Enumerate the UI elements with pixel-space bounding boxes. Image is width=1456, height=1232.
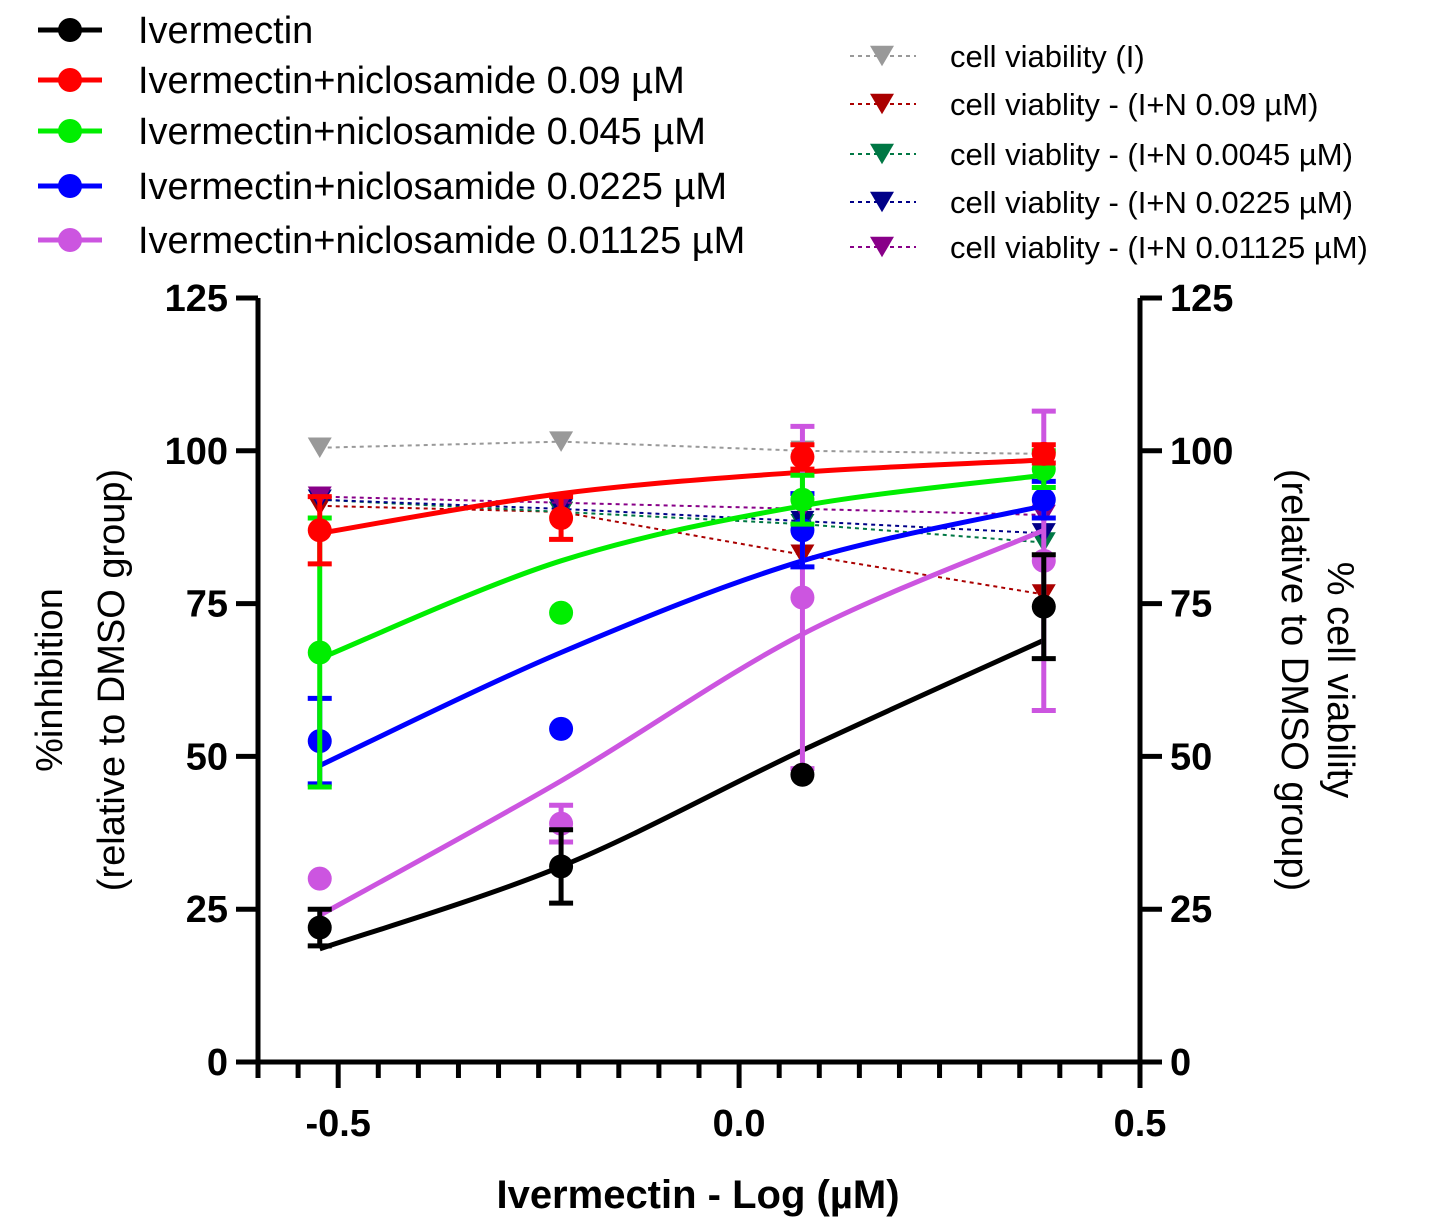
data-point-1 [549,506,574,531]
legend-v-label-0: cell viability (I) [950,39,1145,74]
data-point-2 [790,487,815,512]
fit-curve-1 [319,457,1044,536]
legend-v-marker-3 [870,191,894,213]
legend-v-marker-2 [870,143,894,165]
data-point-2 [307,640,332,665]
y-tick-label: 75 [186,584,228,626]
data-point-0 [549,854,574,879]
legend-inhibition: Ivermectin Ivermectin+niclosamide 0.09 µM… [38,10,745,262]
y-axis-title: %inhibition [29,588,71,772]
legend-v-marker-4 [870,236,894,258]
data-point-3 [549,716,574,741]
axes: 0 0 25 25 50 50 75 75 100 100 125 125 -0.5 0.0 0.5 [165,278,1234,1145]
legend-label-1: Ivermectin+niclosamide 0.09 µM [138,60,685,102]
data-point-0 [790,762,815,787]
y2-tick-label: 50 [1170,736,1212,778]
viability-point-0 [307,437,332,458]
x-tick-label: 0.5 [1114,1103,1167,1145]
data-point-0 [1031,594,1056,619]
y2-tick-label: 0 [1170,1042,1191,1084]
x-tick-label: -0.5 [305,1103,370,1145]
viability-line-1 [319,504,1044,596]
legend-v-label-2: cell viablity - (I+N 0.0045 µM) [950,137,1353,172]
legend-viability: cell viability (I) cell viablity - (I+N 0… [850,39,1368,265]
y2-axis-title: % cell viability [1319,562,1361,799]
y2-tick-label: 75 [1170,584,1212,626]
fit-curve-3 [318,503,1045,768]
data-point-1 [790,444,815,469]
y-tick-label: 125 [165,278,228,320]
y2-tick-label: 125 [1170,278,1233,320]
legend-v-marker-1 [870,93,894,115]
data-point-1 [1031,441,1056,466]
y-tick-label: 50 [186,736,228,778]
viability-line-3 [319,498,1044,535]
data-point-4 [307,866,332,891]
y-axis-subtitle: (relative to DMSO group) [91,469,133,891]
legend-v-marker-0 [870,45,894,67]
y-tick-label: 25 [186,889,228,931]
fit-curve-0 [318,637,1045,952]
legend-label-0: Ivermectin [138,10,313,52]
legend-v-label-1: cell viablity - (I+N 0.09 µM) [950,87,1318,122]
legend-marker-4 [58,228,82,252]
data-point-2 [549,600,574,625]
legend-label-3: Ivermectin+niclosamide 0.0225 µM [138,166,727,208]
data-point-3 [1031,487,1056,512]
y2-tick-label: 100 [1170,431,1233,473]
legend-label-2: Ivermectin+niclosamide 0.045 µM [138,111,706,153]
viability-point-0 [549,431,574,452]
viability-line-0 [319,440,1044,455]
y-tick-label: 0 [207,1042,228,1084]
legend-v-label-3: cell viablity - (I+N 0.0225 µM) [950,185,1353,220]
data-point-1 [307,518,332,543]
legend-v-label-4: cell viablity - (I+N 0.01125 µM) [950,230,1368,265]
data-point-0 [307,915,332,940]
fit-curve-2 [318,472,1045,661]
legend-marker-3 [58,174,82,198]
data-point-4 [790,585,815,610]
y2-axis-subtitle: (relative to DMSO group) [1273,469,1315,891]
legend-marker-0 [58,18,82,42]
x-tick-label: 0.0 [713,1103,766,1145]
viability-line-2 [319,498,1044,544]
y2-tick-label: 25 [1170,889,1212,931]
legend-marker-1 [58,68,82,92]
x-axis-title: Ivermectin - Log (µM) [496,1173,899,1217]
inhibition-series-layer [307,408,1056,952]
viability-line-4 [319,495,1044,516]
legend-label-4: Ivermectin+niclosamide 0.01125 µM [138,220,745,262]
y-tick-label: 100 [165,431,228,473]
fit-curve-4 [318,527,1045,918]
legend-marker-2 [58,119,82,143]
